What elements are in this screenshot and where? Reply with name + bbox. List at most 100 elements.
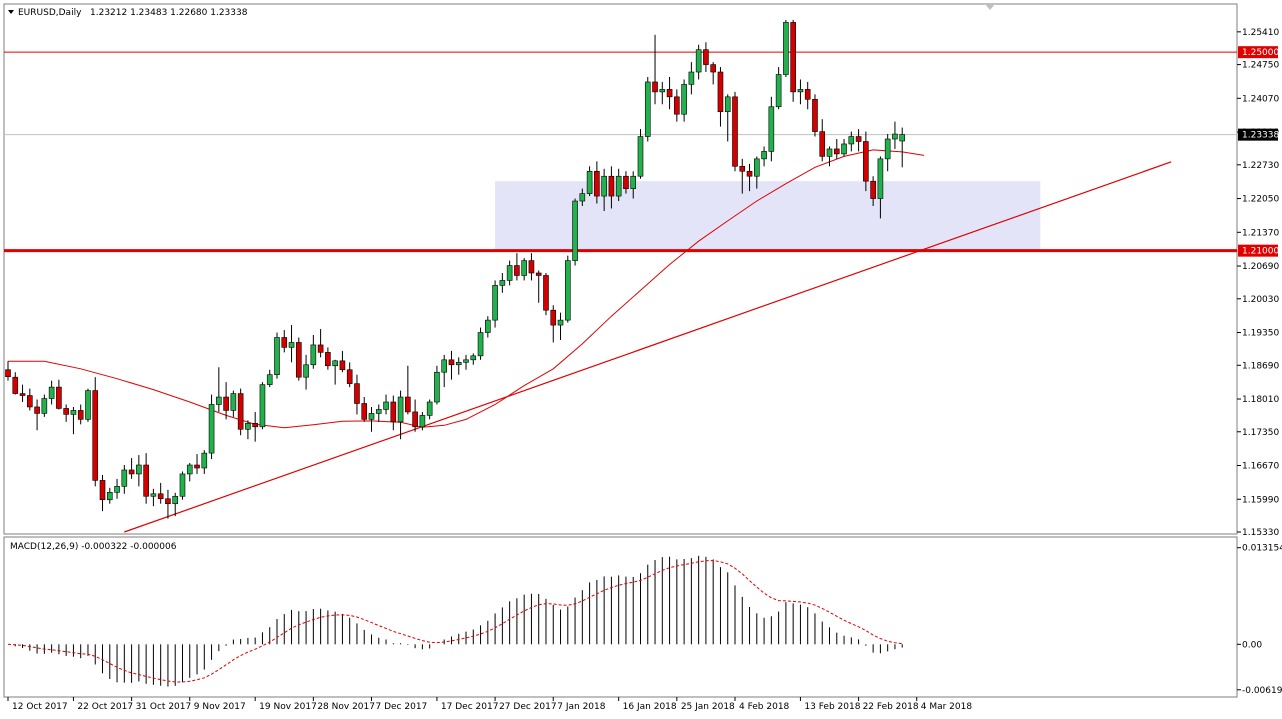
bear-candle[interactable] (550, 309, 557, 326)
bull-candle[interactable] (899, 134, 906, 142)
bear-candle[interactable] (27, 395, 33, 408)
bull-candle[interactable] (303, 364, 309, 378)
bear-candle[interactable] (99, 480, 106, 501)
bull-candle[interactable] (114, 486, 120, 493)
bear-candle[interactable] (325, 352, 331, 367)
bear-candle[interactable] (710, 64, 716, 73)
bull-candle[interactable] (150, 493, 157, 497)
bull-candle[interactable] (426, 401, 433, 416)
bull-candle[interactable] (383, 401, 389, 410)
bull-candle[interactable] (601, 175, 607, 197)
bear-candle[interactable] (833, 148, 840, 155)
bear-candle[interactable] (361, 403, 368, 420)
bear-candle[interactable] (34, 406, 40, 414)
bear-candle[interactable] (390, 401, 397, 423)
bear-candle[interactable] (863, 141, 869, 182)
bull-candle[interactable] (216, 396, 222, 405)
bear-candle[interactable] (412, 411, 418, 428)
bear-candle[interactable] (92, 390, 99, 481)
bull-candle[interactable] (892, 133, 898, 140)
bull-candle[interactable] (521, 260, 527, 276)
bull-candle[interactable] (848, 136, 855, 145)
bear-candle[interactable] (317, 344, 324, 353)
bull-candle[interactable] (877, 158, 884, 199)
bull-candle[interactable] (266, 374, 273, 385)
bull-candle[interactable] (783, 22, 789, 75)
bull-candle[interactable] (106, 492, 113, 501)
bull-candle[interactable] (485, 319, 491, 333)
bear-candle[interactable] (56, 386, 62, 409)
bull-candle[interactable] (70, 410, 77, 415)
bear-candle[interactable] (819, 131, 826, 157)
bear-candle[interactable] (855, 136, 862, 142)
bear-candle[interactable] (19, 393, 26, 396)
bear-candle[interactable] (77, 410, 84, 420)
bull-candle[interactable] (688, 71, 695, 85)
bull-candle[interactable] (136, 464, 142, 475)
bear-candle[interactable] (346, 369, 353, 384)
bull-candle[interactable] (681, 84, 687, 115)
bull-candle[interactable] (455, 362, 462, 366)
bull-candle[interactable] (259, 384, 266, 428)
bull-candle[interactable] (695, 49, 702, 73)
bear-candle[interactable] (812, 99, 818, 132)
bull-candle[interactable] (419, 415, 426, 428)
bear-candle[interactable] (870, 180, 876, 199)
bull-candle[interactable] (245, 423, 251, 430)
bear-candle[interactable] (746, 170, 753, 177)
bull-candle[interactable] (572, 200, 578, 261)
bear-candle[interactable] (237, 393, 244, 430)
bear-candle[interactable] (128, 469, 135, 475)
bear-candle[interactable] (223, 396, 229, 411)
bull-candle[interactable] (644, 81, 651, 137)
bull-candle[interactable] (775, 74, 782, 108)
bull-candle[interactable] (230, 393, 237, 411)
bull-candle[interactable] (477, 332, 484, 357)
bear-candle[interactable] (143, 464, 149, 497)
bear-candle[interactable] (448, 359, 455, 366)
bull-candle[interactable] (499, 280, 506, 286)
bull-candle[interactable] (637, 136, 644, 177)
bear-candle[interactable] (63, 408, 69, 415)
bull-candle[interactable] (434, 371, 440, 403)
bear-candle[interactable] (514, 265, 520, 276)
bull-candle[interactable] (41, 398, 48, 414)
bear-candle[interactable] (194, 464, 200, 469)
bear-candle[interactable] (804, 89, 811, 100)
bear-candle[interactable] (165, 498, 171, 505)
bear-candle[interactable] (652, 81, 658, 93)
bull-candle[interactable] (172, 495, 179, 505)
bull-candle[interactable] (724, 96, 731, 113)
bull-candle[interactable] (121, 469, 128, 487)
bull-candle[interactable] (579, 193, 586, 202)
bull-candle[interactable] (288, 342, 295, 348)
bull-candle[interactable] (208, 404, 215, 454)
bear-candle[interactable] (281, 337, 288, 348)
bull-candle[interactable] (630, 175, 637, 189)
bull-candle[interactable] (826, 148, 833, 157)
bear-candle[interactable] (339, 360, 346, 371)
bear-candle[interactable] (405, 396, 411, 413)
bear-candle[interactable] (535, 272, 542, 276)
bull-candle[interactable] (397, 396, 404, 423)
bull-candle[interactable] (368, 413, 375, 420)
bull-candle[interactable] (768, 106, 775, 152)
bull-candle[interactable] (85, 390, 91, 420)
bull-candle[interactable] (754, 158, 760, 177)
bull-candle[interactable] (564, 260, 571, 321)
bull-candle[interactable] (586, 170, 593, 194)
bear-candle[interactable] (295, 342, 302, 378)
dropdown-arrow-icon[interactable] (8, 10, 14, 14)
bear-candle[interactable] (594, 170, 600, 197)
bear-candle[interactable] (674, 96, 680, 115)
bear-candle[interactable] (157, 493, 164, 500)
bull-candle[interactable] (310, 344, 317, 366)
bull-candle[interactable] (179, 473, 186, 497)
bear-candle[interactable] (739, 166, 746, 172)
bull-candle[interactable] (841, 143, 847, 155)
bear-candle[interactable] (703, 49, 709, 65)
bull-candle[interactable] (470, 355, 477, 361)
bear-candle[interactable] (666, 89, 673, 98)
bull-candle[interactable] (375, 409, 382, 414)
